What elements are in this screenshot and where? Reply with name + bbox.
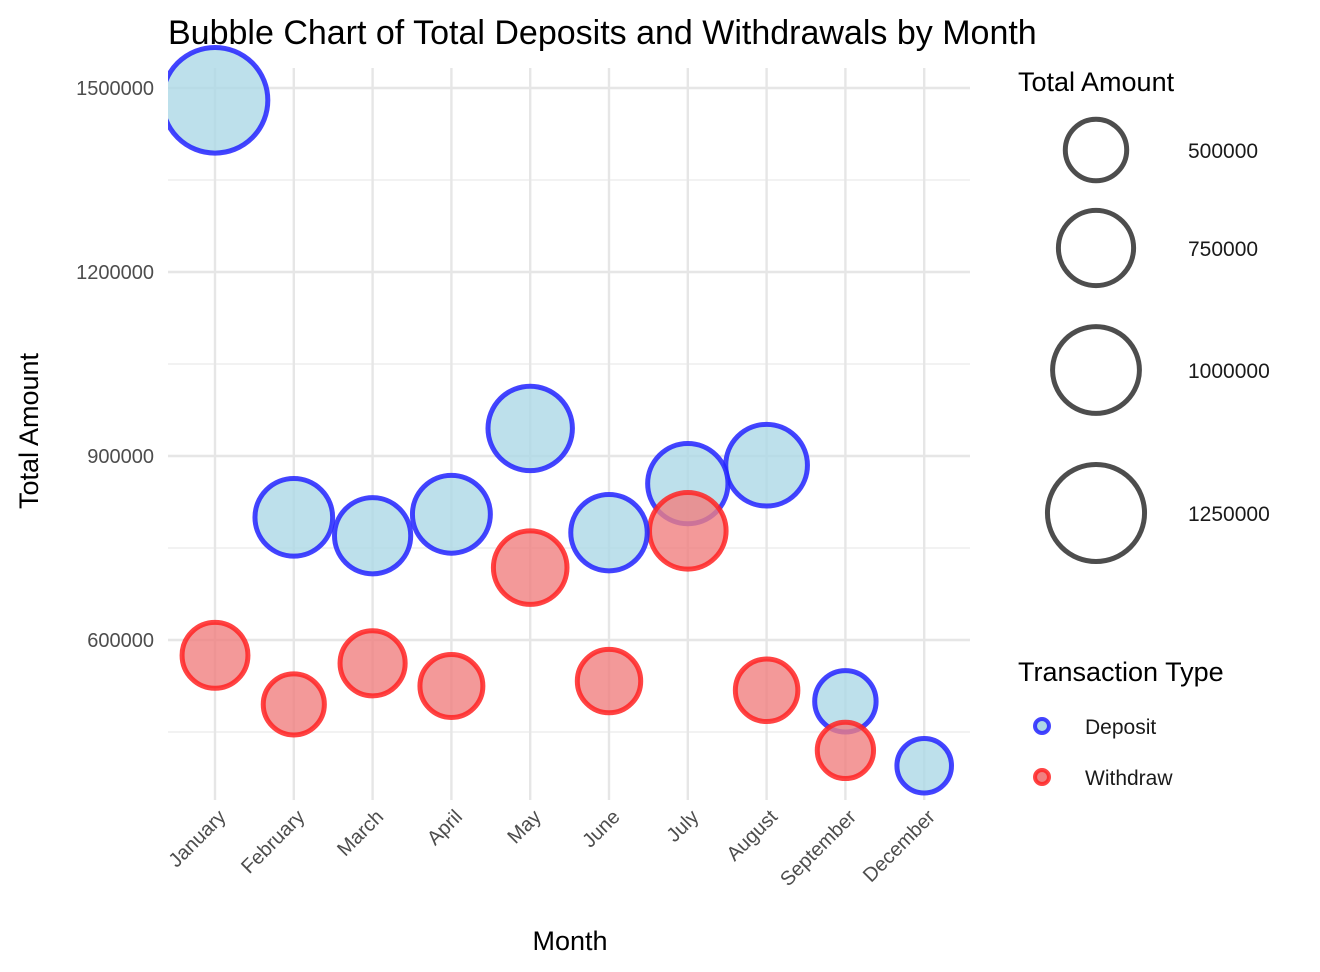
size-legend-key [1050, 324, 1142, 416]
bubble-withdraw-february [260, 671, 327, 738]
y-axis-title: Total Amount [14, 352, 44, 509]
x-tick-label: February [237, 806, 309, 878]
x-tick-label: May [503, 806, 545, 848]
chart-title: Bubble Chart of Total Deposits and Withd… [168, 14, 1037, 52]
size-legend-label: 750000 [1188, 238, 1258, 261]
bubble-withdraw-april [417, 652, 486, 720]
bubble-withdraw-june [574, 646, 644, 716]
size-legend-key [1055, 207, 1137, 289]
bubble-deposit-june [568, 491, 650, 574]
y-tick-label: 900000 [87, 446, 154, 468]
bubble-withdraw-january [179, 619, 251, 691]
y-tick-label: 1200000 [76, 262, 154, 284]
size-legend-label: 1250000 [1188, 503, 1270, 526]
color-legend-label: Deposit [1085, 716, 1156, 739]
x-tick-label: December [859, 806, 940, 887]
bubble-withdraw-september [814, 719, 877, 782]
color-legend: Transaction Type Deposit Withdraw [1018, 657, 1224, 790]
bubble-withdraw-may [490, 528, 570, 607]
size-legend-label: 500000 [1188, 140, 1258, 163]
x-tick-label: March [333, 806, 388, 861]
bubble-deposit-february [252, 476, 336, 559]
x-tick-label: September [776, 806, 861, 891]
color-legend-title: Transaction Type [1018, 657, 1224, 687]
x-tick-label: January [165, 806, 231, 872]
x-axis-ticks: January February March April May June July Augu… [165, 806, 940, 891]
bubble-deposit-december [894, 735, 954, 796]
bubble-withdraw-august [732, 656, 801, 725]
x-tick-label: April [423, 806, 467, 850]
y-tick-label: 1500000 [76, 78, 154, 100]
color-legend-label: Withdraw [1085, 767, 1173, 790]
bubble-withdraw-march [337, 628, 408, 699]
y-axis-ticks: 600000 900000 1200000 1500000 [76, 78, 154, 652]
bubbles [168, 44, 954, 796]
size-legend-key [1062, 116, 1130, 184]
bubble-deposit-january [168, 44, 271, 156]
bubble-deposit-march [332, 495, 414, 577]
x-tick-label: June [578, 806, 624, 852]
size-legend-label: 1000000 [1188, 360, 1270, 383]
color-legend-key-deposit [1033, 717, 1051, 735]
size-legend-key [1044, 461, 1148, 565]
color-legend-key-withdraw [1033, 768, 1051, 786]
bubble-deposit-april [409, 472, 493, 556]
x-axis-title: Month [532, 926, 607, 956]
size-legend: Total Amount 500000 750000 1000000 1250000 [1018, 67, 1270, 565]
bubble-deposit-august [723, 421, 810, 509]
bubble-deposit-may [485, 383, 575, 474]
size-legend-title: Total Amount [1018, 67, 1175, 97]
x-tick-label: July [663, 806, 704, 847]
x-tick-label: August [723, 806, 783, 866]
y-tick-label: 600000 [87, 630, 154, 652]
bubble-withdraw-july [647, 490, 729, 572]
